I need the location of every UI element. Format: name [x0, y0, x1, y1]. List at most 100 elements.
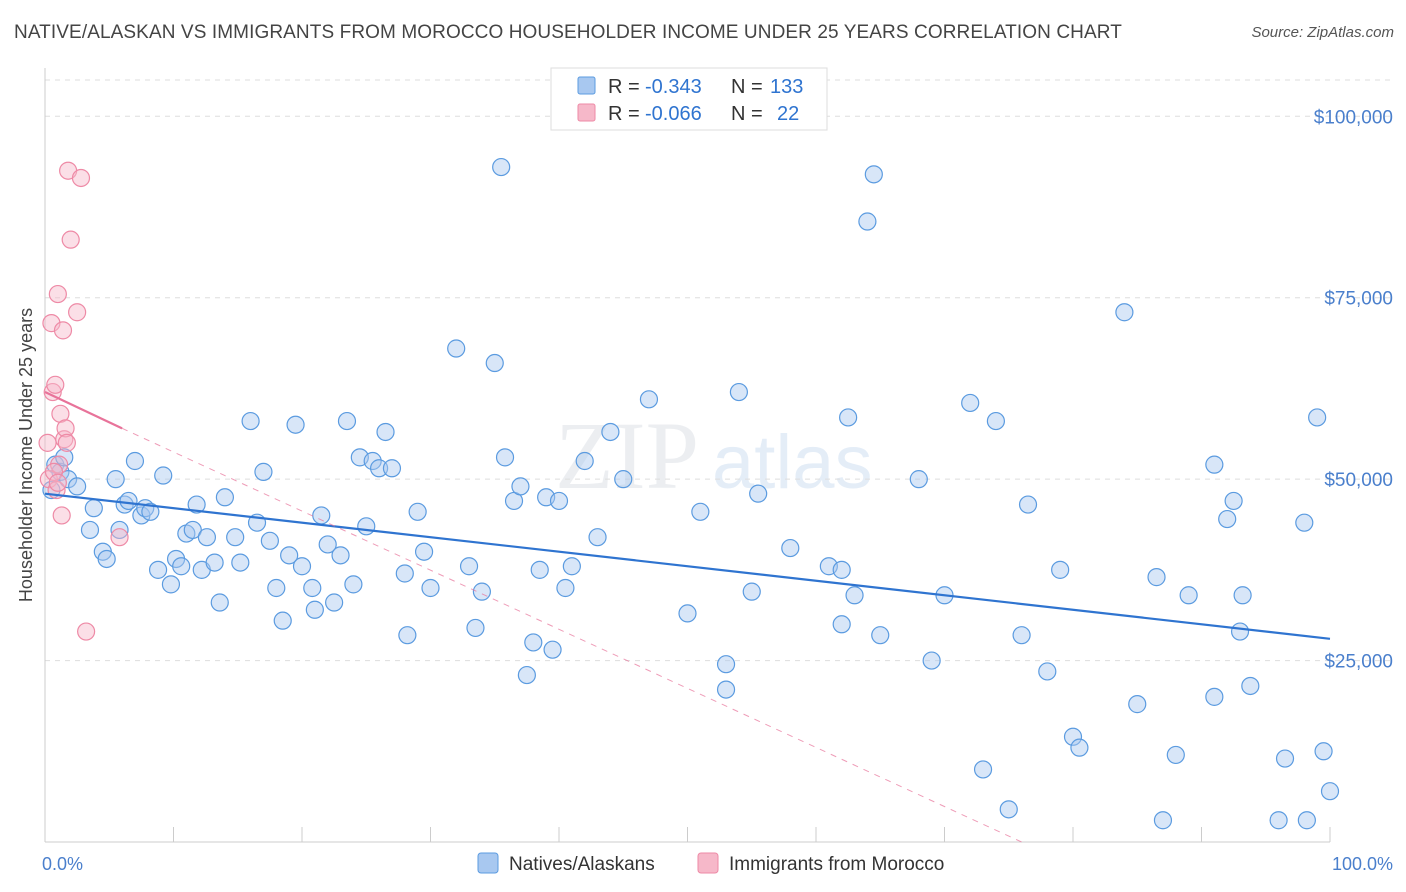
- watermark: ZIP atlas: [555, 402, 873, 509]
- point-natives: [922, 651, 941, 670]
- point-natives: [210, 593, 229, 612]
- point-morocco: [110, 528, 129, 547]
- point-natives: [68, 477, 87, 496]
- point-natives: [1018, 495, 1038, 514]
- point-natives: [1320, 782, 1340, 801]
- point-morocco: [44, 462, 64, 481]
- series-natives-points: [42, 157, 1340, 830]
- point-morocco: [56, 419, 75, 438]
- y-tick-label: $75,000: [1324, 289, 1393, 310]
- point-natives: [172, 557, 191, 576]
- stats-r-value-1: -0.343: [645, 76, 702, 98]
- point-natives: [556, 578, 575, 598]
- point-natives: [485, 353, 504, 373]
- point-natives: [125, 451, 145, 471]
- stats-box-border: [550, 67, 828, 131]
- axes: [44, 68, 1331, 843]
- chart-source: Source: ZipAtlas.com: [1251, 24, 1394, 41]
- point-natives: [344, 575, 363, 594]
- point-natives: [781, 538, 800, 558]
- point-natives: [749, 484, 768, 503]
- stats-swatch-blue: [577, 76, 596, 95]
- point-natives: [1179, 586, 1198, 605]
- point-natives: [742, 582, 761, 601]
- point-natives: [80, 520, 100, 540]
- point-natives: [472, 582, 491, 601]
- point-natives: [562, 557, 581, 576]
- point-natives: [691, 502, 710, 521]
- grid-lines: [45, 79, 1395, 662]
- point-morocco: [52, 506, 71, 525]
- point-natives: [858, 212, 877, 231]
- point-natives: [292, 557, 312, 576]
- stats-r-value-2: -0.066: [645, 103, 702, 125]
- point-natives: [148, 560, 168, 579]
- point-natives: [110, 520, 129, 540]
- point-natives: [543, 640, 562, 659]
- point-natives: [832, 560, 851, 579]
- point-natives: [1308, 408, 1327, 427]
- point-natives: [495, 448, 515, 467]
- legend-item-natives[interactable]: Natives/Alaskans: [477, 852, 655, 875]
- point-natives: [1314, 742, 1333, 761]
- point-natives: [524, 633, 543, 652]
- point-natives: [382, 459, 402, 478]
- point-natives: [187, 495, 206, 514]
- legend-label-morocco: Immigrants from Morocco: [729, 854, 944, 875]
- legend-item-morocco[interactable]: Immigrants from Morocco: [697, 852, 944, 875]
- point-natives: [205, 553, 224, 572]
- point-natives: [357, 517, 376, 536]
- stats-r-label-1: R =: [608, 76, 640, 98]
- trend-line-morocco-extension: [121, 427, 1022, 843]
- point-natives: [466, 618, 485, 638]
- point-natives: [267, 578, 286, 598]
- point-morocco: [68, 303, 87, 322]
- point-natives: [183, 520, 202, 540]
- point-natives: [1051, 560, 1070, 579]
- point-natives: [1147, 568, 1166, 587]
- legend-label-natives: Natives/Alaskans: [509, 854, 655, 875]
- point-natives: [215, 488, 234, 507]
- y-axis-label: Householder Income Under 25 years: [16, 308, 36, 602]
- point-natives: [363, 451, 382, 471]
- point-morocco: [61, 230, 80, 249]
- point-natives: [161, 575, 181, 594]
- point-natives: [909, 470, 928, 489]
- point-natives: [1275, 749, 1295, 768]
- point-natives: [1153, 811, 1173, 830]
- point-natives: [312, 506, 331, 525]
- stats-box: R = -0.343 N = 133 R = -0.066 N = 22: [550, 67, 828, 131]
- point-natives: [973, 760, 993, 779]
- point-natives: [999, 800, 1018, 819]
- point-natives: [864, 165, 883, 184]
- point-natives: [197, 528, 217, 547]
- point-natives: [1233, 586, 1252, 605]
- point-natives: [231, 553, 250, 572]
- point-natives: [303, 578, 322, 598]
- point-natives: [639, 390, 659, 409]
- point-natives: [370, 459, 389, 478]
- point-morocco: [46, 375, 65, 394]
- point-natives: [286, 415, 305, 434]
- point-natives: [1297, 811, 1316, 830]
- point-natives: [961, 393, 980, 413]
- point-natives: [549, 491, 569, 511]
- point-morocco: [77, 622, 96, 641]
- point-natives: [845, 586, 864, 605]
- point-natives: [986, 411, 1006, 431]
- point-natives: [408, 502, 427, 521]
- point-morocco: [71, 168, 91, 188]
- point-natives: [1128, 695, 1147, 714]
- point-natives: [575, 451, 594, 471]
- point-natives: [871, 626, 890, 645]
- stats-n-value-1: 133: [770, 76, 803, 98]
- watermark-zip: ZIP: [555, 402, 699, 509]
- point-natives: [398, 626, 417, 645]
- point-natives: [1205, 687, 1224, 706]
- point-natives: [517, 665, 536, 685]
- point-natives: [1166, 745, 1185, 765]
- point-natives: [84, 499, 103, 518]
- stats-swatch-pink: [577, 103, 596, 122]
- point-natives: [226, 528, 245, 547]
